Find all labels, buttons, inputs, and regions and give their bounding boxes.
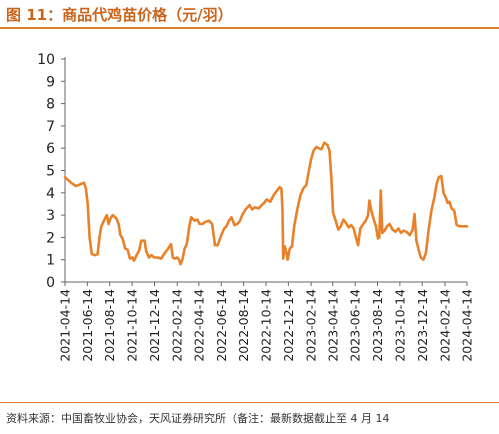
chart-series — [63, 141, 469, 266]
y-tick-label: 1 — [46, 253, 55, 269]
x-tick-label: 2021-08-14 — [102, 289, 117, 362]
y-tick-label: 5 — [46, 164, 55, 180]
source-divider — [0, 402, 499, 403]
source-note: 资料来源：中国畜牧业协会，天风证券研究所（备注：最新数据截止至 4 月 14 — [6, 412, 390, 425]
y-tick-label: 6 — [46, 141, 55, 157]
x-tick-label: 2024-04-14 — [460, 289, 475, 362]
y-tick-label: 3 — [46, 208, 55, 224]
y-tick-label: 0 — [46, 275, 55, 291]
x-tick-label: 2022-12-14 — [281, 289, 296, 362]
x-tick-label: 2023-08-14 — [370, 289, 385, 362]
x-tick-label: 2023-12-14 — [415, 289, 430, 362]
x-tick-label: 2023-10-14 — [392, 289, 407, 362]
x-tick-label: 2023-04-14 — [325, 289, 340, 362]
x-tick-label: 2022-08-14 — [236, 289, 251, 362]
x-tick-label: 2022-06-14 — [214, 289, 229, 362]
y-tick-label: 4 — [46, 186, 55, 202]
title-divider — [0, 27, 499, 29]
y-tick-label: 8 — [46, 97, 55, 113]
x-tick-label: 2021-04-14 — [58, 289, 73, 362]
x-tick-label: 2022-10-14 — [259, 289, 274, 362]
x-tick-label: 2023-06-14 — [348, 289, 363, 362]
x-tick-label: 2022-02-14 — [170, 289, 185, 362]
y-axis-ticks: 0 1 2 3 4 5 6 7 8 9 10 — [37, 52, 65, 291]
x-tick-label: 2021-10-14 — [125, 289, 140, 362]
y-tick-label: 10 — [37, 52, 55, 68]
x-tick-label: 2022-04-14 — [191, 289, 206, 362]
line-chart: 0 1 2 3 4 5 6 7 8 9 10 2021-04-14 2021-06-14 2021-08… — [37, 52, 475, 362]
y-tick-label: 2 — [46, 230, 55, 246]
y-tick-label: 7 — [46, 119, 55, 135]
x-tick-label: 2023-02-14 — [304, 289, 319, 362]
x-tick-label: 2021-06-14 — [80, 289, 95, 362]
series-line — [63, 141, 469, 266]
chart-title: 图 11：商品代鸡苗价格（元/羽） — [6, 6, 233, 24]
x-tick-label: 2024-02-14 — [437, 289, 452, 362]
x-tick-label: 2021-12-14 — [147, 289, 162, 362]
y-tick-label: 9 — [46, 74, 55, 90]
x-axis-ticks: 2021-04-14 2021-06-14 2021-08-14 2021-10-14… — [58, 282, 475, 362]
